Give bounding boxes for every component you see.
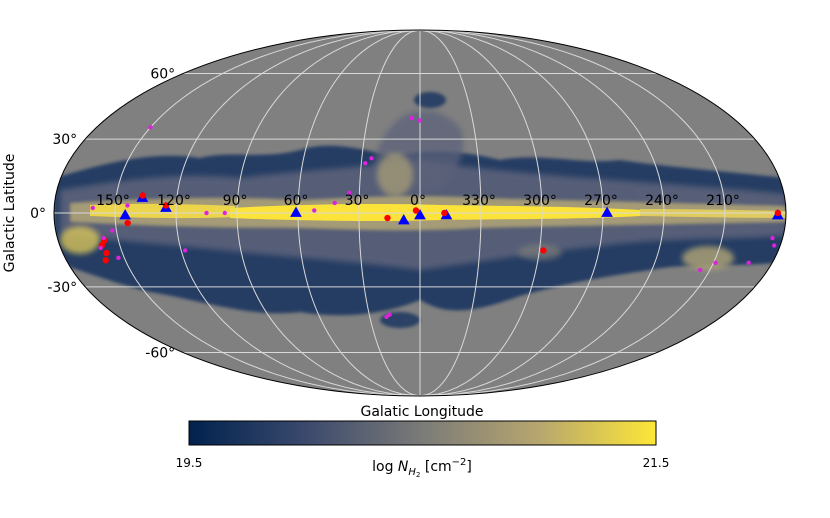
lon-tick-label: 330° xyxy=(462,193,496,209)
lon-tick-label: 120° xyxy=(157,193,191,209)
lon-tick-label: 60° xyxy=(284,193,309,209)
red-circle-marker xyxy=(124,219,131,227)
lon-tick-label: 90° xyxy=(223,193,248,209)
source-markers xyxy=(90,115,784,320)
triangle-marker xyxy=(397,214,410,225)
magenta-circle-marker xyxy=(116,255,121,261)
magenta-circle-marker xyxy=(697,267,703,273)
triangle-marker xyxy=(290,206,302,217)
colorbar-label-units: [cm xyxy=(420,459,451,475)
lon-grid-line xyxy=(175,30,421,396)
magenta-circle-marker xyxy=(713,260,718,265)
lon-grid-line xyxy=(419,30,665,396)
triangle-marker xyxy=(414,209,426,220)
magenta-circle-marker xyxy=(746,260,751,265)
colorbar xyxy=(188,420,657,446)
magenta-circle-marker xyxy=(332,200,337,206)
lon-grid-line xyxy=(419,30,543,396)
magenta-circle-marker xyxy=(369,156,374,161)
magenta-circle-marker xyxy=(182,248,188,253)
red-circle-marker xyxy=(102,257,109,264)
lon-grid-line xyxy=(114,30,421,396)
north-cloud-1 xyxy=(414,92,446,108)
magenta-circle-marker xyxy=(363,161,368,166)
lon-tick-label: 270° xyxy=(584,193,618,209)
graticule xyxy=(54,30,786,396)
lon-grid-line xyxy=(358,30,421,396)
colorbar-label-exp: −2 xyxy=(452,457,467,468)
red-circle-marker xyxy=(384,214,391,222)
lon-tick-label: 0° xyxy=(410,193,426,209)
magenta-circle-marker xyxy=(771,243,777,248)
red-circle-marker xyxy=(774,209,782,217)
magenta-circle-marker xyxy=(98,245,103,251)
lon-tick-label: 300° xyxy=(523,193,557,209)
lon-tick-label: 30° xyxy=(345,193,370,209)
magenta-circle-marker xyxy=(417,118,423,123)
magenta-circle-marker xyxy=(312,208,317,213)
triangle-marker xyxy=(601,206,613,217)
chamaeleon-cloud xyxy=(518,244,562,260)
magenta-circle-marker xyxy=(409,115,414,121)
red-circle-marker xyxy=(103,249,110,257)
lon-tick-label: 240° xyxy=(645,193,679,209)
magenta-circle-marker xyxy=(384,314,389,320)
x-axis-label: Galatic Longitude xyxy=(360,404,483,420)
red-circle-marker xyxy=(412,207,420,214)
magenta-circle-marker xyxy=(90,205,95,211)
colorbar-label-prefix: log xyxy=(372,459,398,475)
latitude-tick-labels: 60° 30° 0° -30° -60° xyxy=(30,66,175,361)
lat-tick-label: -60° xyxy=(145,346,175,362)
colorbar-min-label: 19.5 xyxy=(176,456,203,470)
lon-grid-line xyxy=(419,30,482,396)
lat-tick-label: 60° xyxy=(150,66,175,82)
lon-grid-line xyxy=(236,30,421,396)
magenta-circle-marker xyxy=(125,203,130,208)
magenta-circle-marker xyxy=(347,190,352,196)
colorbar-label-symbol: N xyxy=(398,459,409,475)
lat-tick-label: -30° xyxy=(47,280,77,296)
red-circle-marker xyxy=(441,209,448,217)
red-circle-marker xyxy=(139,192,146,199)
lon-tick-label: 210° xyxy=(706,193,740,209)
magenta-circle-marker xyxy=(110,228,115,233)
lon-grid-line xyxy=(419,30,604,396)
south-cloud-1 xyxy=(380,312,420,328)
taurus-cloud xyxy=(60,226,100,254)
magenta-circle-marker xyxy=(204,210,209,216)
colorbar-max-label: 21.5 xyxy=(643,456,670,470)
longitude-tick-labels: 150° 120° 90° 60° 30° 0° 330° 300° 270° 240° 210° xyxy=(96,193,740,209)
magenta-circle-marker xyxy=(222,210,227,216)
colorbar-label: log NH2 [cm−2] xyxy=(372,457,472,479)
y-axis-label: Galactic Latitude xyxy=(2,154,18,273)
colorbar-label-sub: H xyxy=(408,467,416,478)
magenta-circle-marker xyxy=(101,235,106,241)
magenta-circle-marker xyxy=(148,125,153,130)
magenta-circle-marker xyxy=(770,235,775,241)
ophiuchus-cloud xyxy=(377,153,413,197)
lat-tick-label: 30° xyxy=(52,132,77,148)
orion-cloud xyxy=(682,246,734,270)
colorbar-label-close: ] xyxy=(466,459,471,475)
lat-tick-label: 0° xyxy=(30,206,46,222)
triangle-marker xyxy=(119,209,131,220)
red-circle-marker xyxy=(540,247,547,254)
map-outline xyxy=(53,29,787,397)
colorbar-label-subsub: 2 xyxy=(416,471,420,479)
red-circle-marker xyxy=(162,202,170,209)
magenta-circle-marker xyxy=(387,312,392,317)
lon-grid-line xyxy=(419,30,726,396)
lon-tick-label: 150° xyxy=(96,193,130,209)
